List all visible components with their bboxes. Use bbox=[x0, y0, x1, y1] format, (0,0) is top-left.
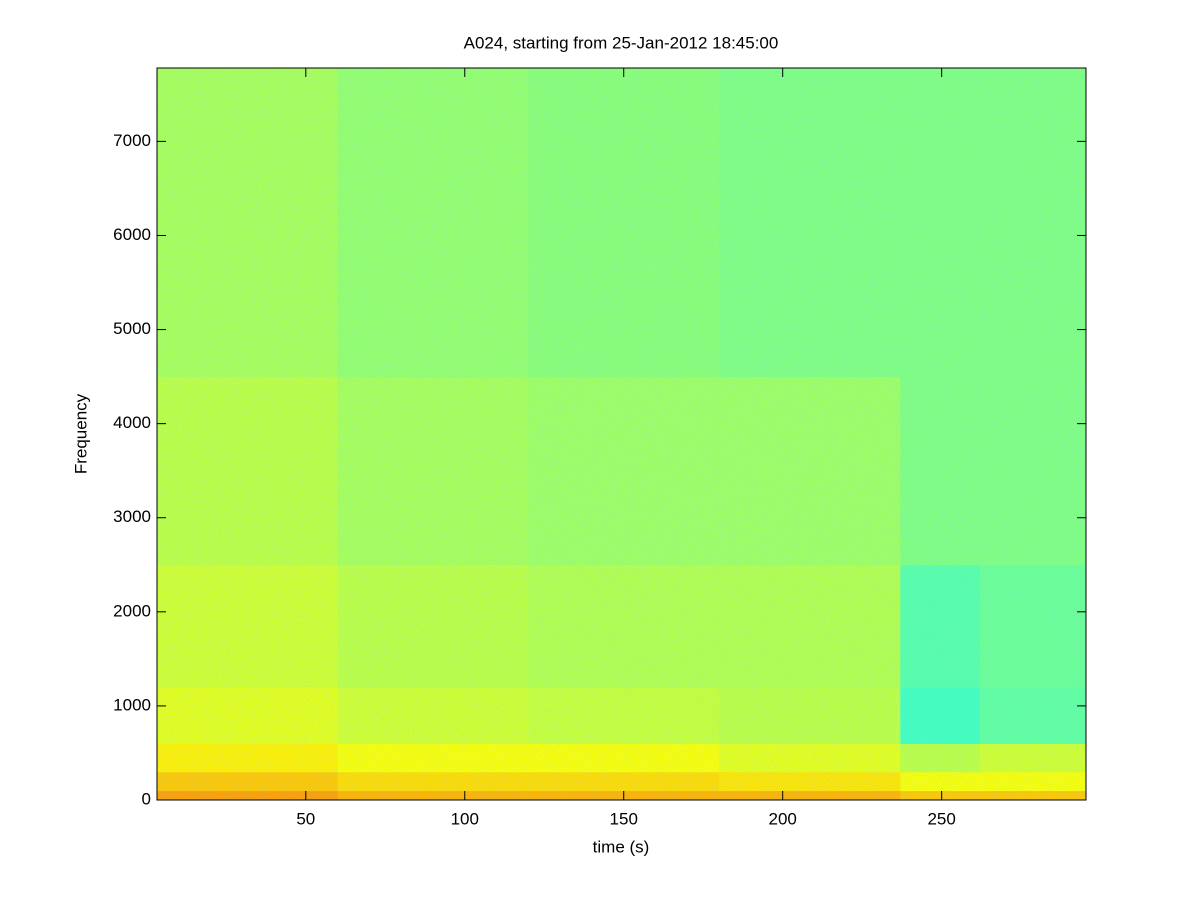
x-tick-label: 50 bbox=[296, 809, 315, 828]
y-tick-label: 7000 bbox=[113, 131, 151, 150]
x-tick-label: 250 bbox=[927, 809, 955, 828]
x-tick-label: 200 bbox=[769, 809, 797, 828]
y-tick-label: 1000 bbox=[113, 695, 151, 714]
y-axis-label: Frequency bbox=[71, 393, 90, 474]
x-tick-label: 100 bbox=[451, 809, 479, 828]
y-tick-label: 2000 bbox=[113, 601, 151, 620]
y-tick-label: 3000 bbox=[113, 507, 151, 526]
y-tick-label: 4000 bbox=[113, 413, 151, 432]
plot-frame bbox=[156, 67, 1087, 801]
chart-title: A024, starting from 25-Jan-2012 18:45:00 bbox=[464, 33, 779, 52]
y-tick-label: 0 bbox=[142, 789, 151, 808]
x-axis-label: time (s) bbox=[593, 837, 650, 856]
noise-texture bbox=[157, 68, 1086, 800]
x-tick-label: 150 bbox=[610, 809, 638, 828]
y-tick-label: 5000 bbox=[113, 319, 151, 338]
y-tick-label: 6000 bbox=[113, 225, 151, 244]
